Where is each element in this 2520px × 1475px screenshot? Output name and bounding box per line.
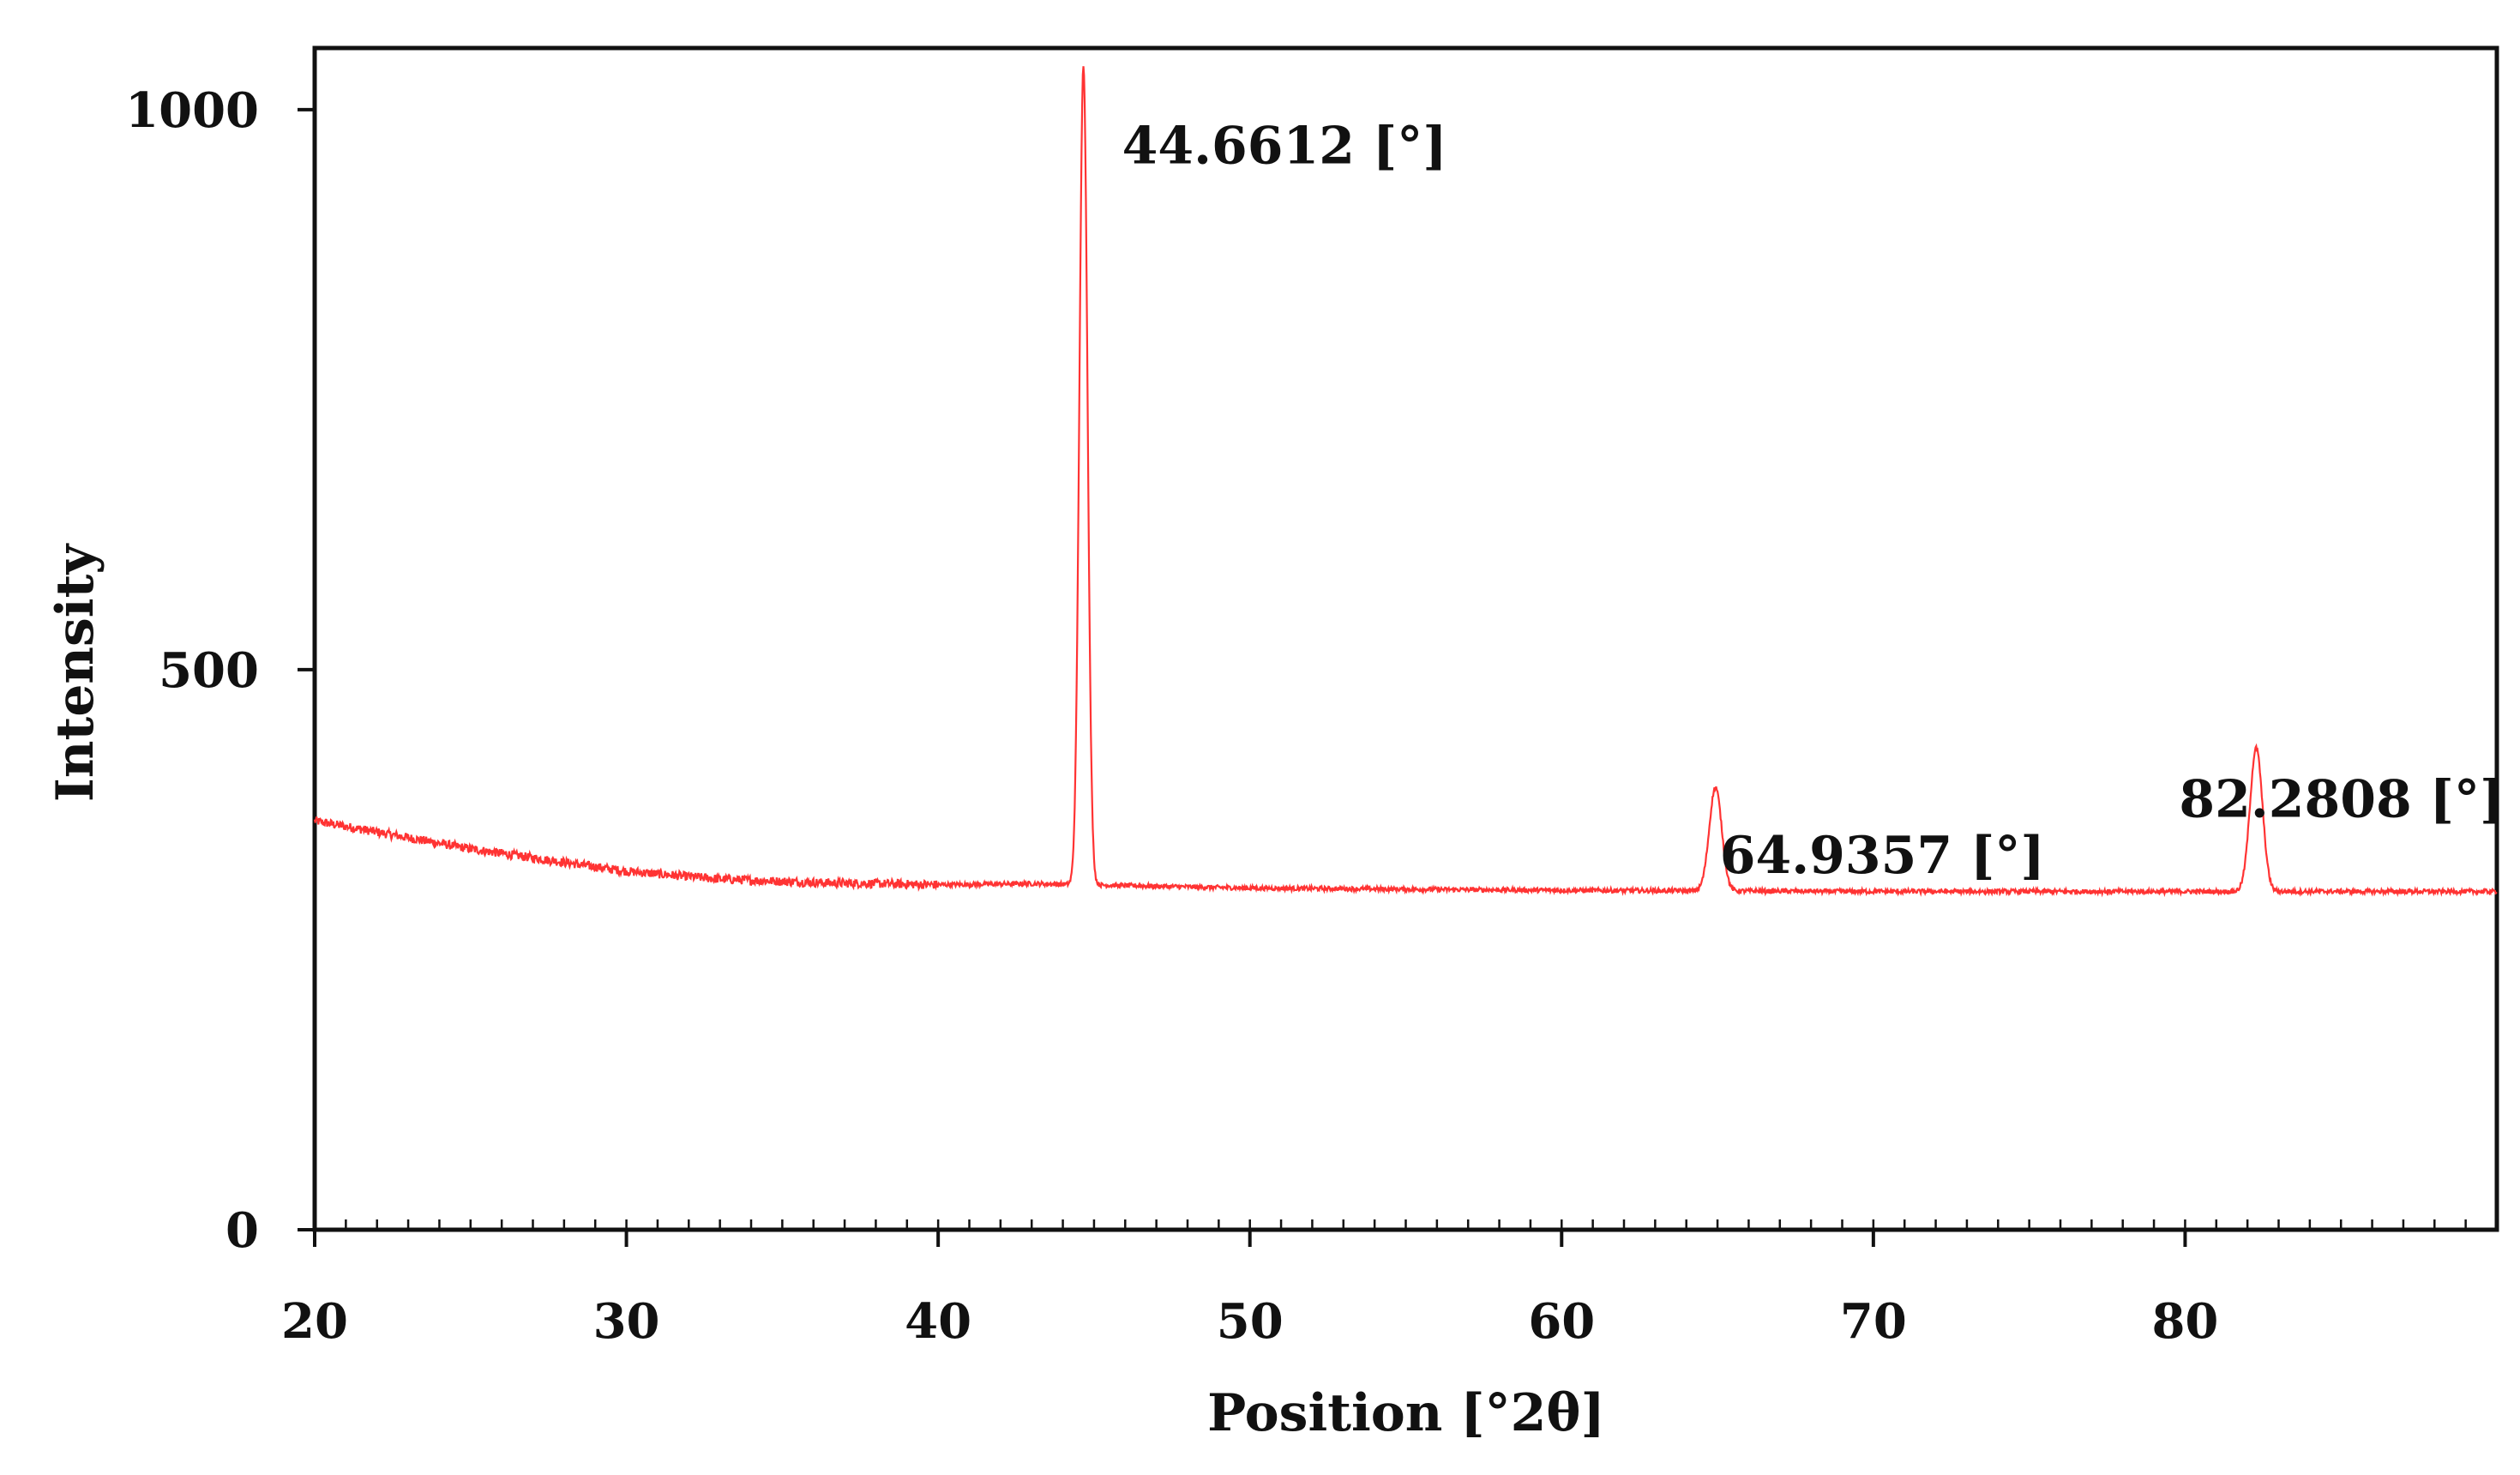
y-tick-label: 500 — [159, 642, 259, 699]
x-axis-ticks: 20 30 40 50 60 70 80 — [281, 1230, 2218, 1350]
peak-label: 82.2808 [°] — [2179, 769, 2504, 829]
y-axis-title: Intensity — [45, 543, 105, 802]
x-tick-label: 20 — [281, 1293, 348, 1350]
peak-labels: 44.6612 [°] 64.9357 [°] 82.2808 [°] — [1122, 117, 2505, 886]
x-minor-ticks — [313, 1219, 2499, 1230]
peak-label: 64.9357 [°] — [1720, 826, 2045, 886]
y-axis-ticks: 0 500 1000 — [125, 82, 315, 1259]
x-tick-label: 70 — [1840, 1293, 1907, 1350]
x-tick-label: 60 — [1528, 1293, 1595, 1350]
x-tick-label: 40 — [905, 1293, 971, 1350]
x-tick-label: 30 — [593, 1293, 660, 1350]
x-tick-label: 80 — [2151, 1293, 2218, 1350]
y-tick-label: 0 — [226, 1202, 259, 1259]
series-line-intensity — [313, 66, 2498, 898]
x-axis-title: Position [°2θ] — [1207, 1383, 1605, 1443]
plot-frame — [312, 45, 2499, 1232]
peak-label: 44.6612 [°] — [1122, 117, 1447, 177]
y-tick-label: 1000 — [125, 82, 259, 139]
x-tick-label: 50 — [1217, 1293, 1284, 1350]
